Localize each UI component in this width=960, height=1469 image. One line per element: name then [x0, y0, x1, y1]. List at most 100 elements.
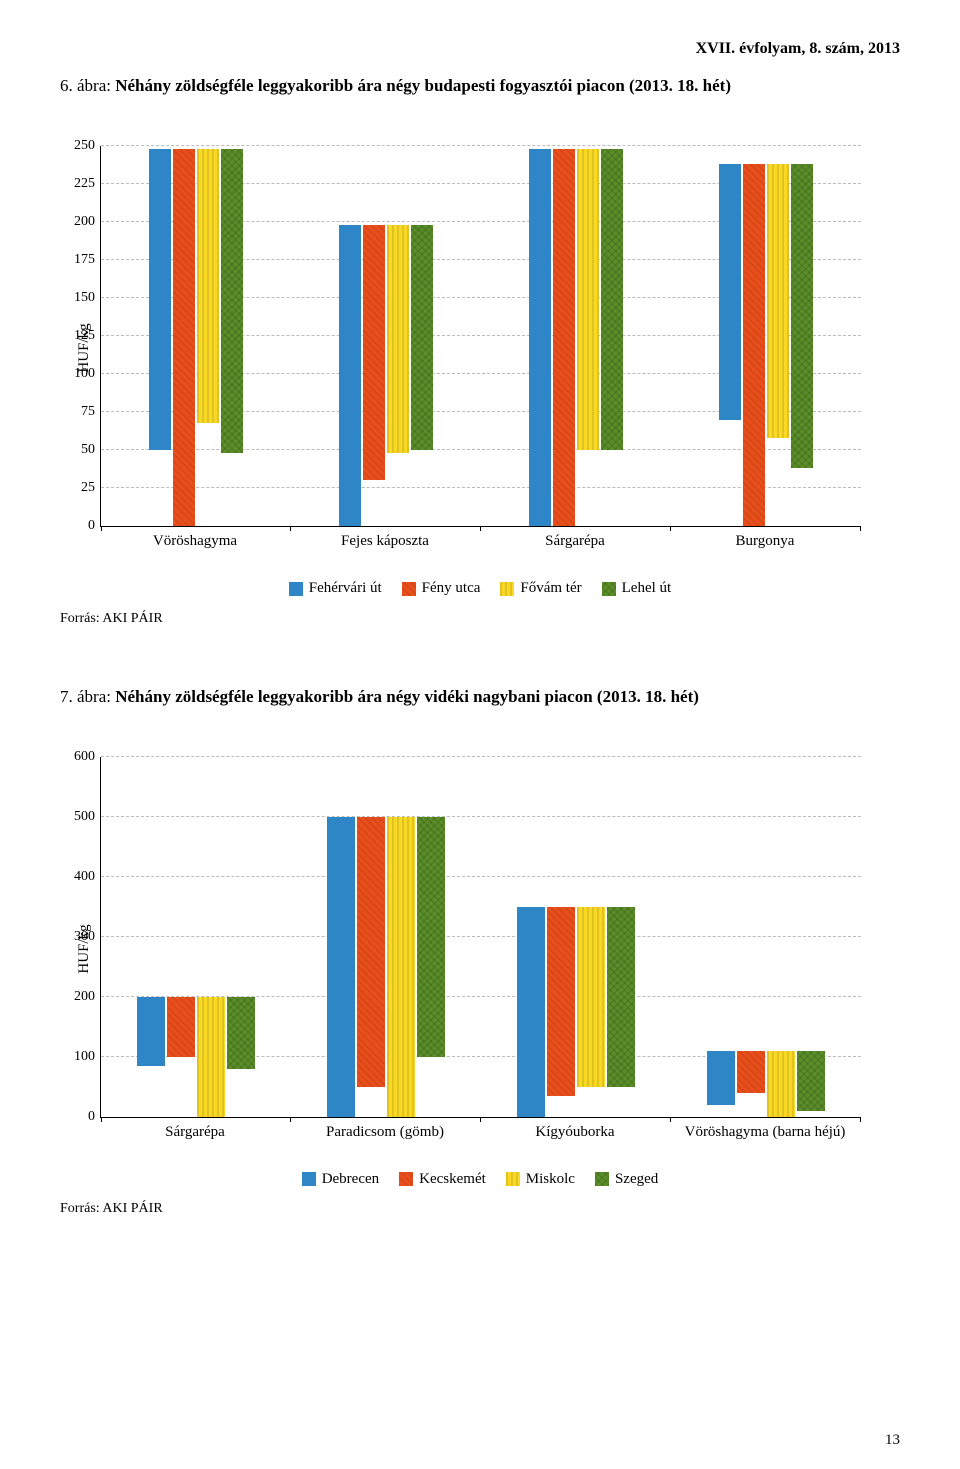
- x-tick-mark: [290, 526, 291, 531]
- figure7-source: Forrás: AKI PÁIR: [60, 1201, 900, 1217]
- page-number: 13: [885, 1432, 900, 1449]
- x-tick-mark: [860, 526, 861, 531]
- gridline: [101, 756, 861, 757]
- legend-swatch: [500, 582, 514, 596]
- bar: [387, 817, 415, 1117]
- ytick-label: 75: [81, 404, 101, 420]
- ytick-label: 0: [88, 518, 101, 534]
- bar-group: [481, 907, 671, 1117]
- bar: [417, 817, 445, 1057]
- x-tick-mark: [480, 526, 481, 531]
- figure7-title-bold: Néhány zöldségféle leggyakoribb ára négy…: [115, 687, 699, 706]
- bar: [719, 164, 741, 419]
- legend-label: Fővám tér: [520, 580, 581, 597]
- legend-label: Szeged: [615, 1171, 658, 1188]
- figure6-chart: HUF/kg 0255075100125150175200225250 Vörö…: [100, 146, 890, 550]
- bar: [577, 149, 599, 450]
- legend-label: Kecskemét: [419, 1171, 486, 1188]
- gridline: [101, 145, 861, 146]
- figure7-title-prefix: 7. ábra:: [60, 687, 115, 706]
- ytick-label: 250: [74, 138, 101, 154]
- gridline: [101, 876, 861, 877]
- ytick-label: 50: [81, 442, 101, 458]
- figure6-source: Forrás: AKI PÁIR: [60, 611, 900, 627]
- bar: [797, 1051, 825, 1111]
- xtick-label: Sárgarépa: [100, 1118, 290, 1141]
- bar-group: [671, 1051, 861, 1117]
- bar: [577, 907, 605, 1087]
- figure6-title: 6. ábra: Néhány zöldségféle leggyakoribb…: [60, 76, 900, 96]
- ytick-label: 100: [74, 1049, 101, 1065]
- ytick-label: 100: [74, 366, 101, 382]
- xtick-label: Burgonya: [670, 527, 860, 550]
- bar: [607, 907, 635, 1087]
- page-header: XVII. évfolyam, 8. szám, 2013: [60, 40, 900, 58]
- figure7-legend: DebrecenKecskemétMiskolcSzeged: [60, 1171, 900, 1192]
- xtick-label: Fejes káposzta: [290, 527, 480, 550]
- x-tick-mark: [101, 1117, 102, 1122]
- figure6-title-bold: Néhány zöldségféle leggyakoribb ára négy…: [115, 76, 731, 95]
- bar: [137, 997, 165, 1066]
- legend-swatch: [402, 582, 416, 596]
- bar: [197, 997, 225, 1117]
- xtick-label: Sárgarépa: [480, 527, 670, 550]
- legend-swatch: [506, 1172, 520, 1186]
- xtick-label: Paradicsom (gömb): [290, 1118, 480, 1141]
- bar: [173, 149, 195, 526]
- ytick-label: 225: [74, 176, 101, 192]
- legend-label: Fény utca: [422, 580, 481, 597]
- legend-item: Debrecen: [302, 1171, 379, 1188]
- ytick-label: 500: [74, 809, 101, 825]
- bar-group: [101, 997, 291, 1117]
- legend-item: Fővám tér: [500, 580, 581, 597]
- figure6-plot-area: 0255075100125150175200225250: [100, 146, 861, 527]
- figure6-legend: Fehérvári út Fény utca Fővám tér Lehel út: [60, 580, 900, 601]
- bar: [197, 149, 219, 423]
- ytick-label: 175: [74, 252, 101, 268]
- x-tick-mark: [670, 526, 671, 531]
- ytick-label: 200: [74, 989, 101, 1005]
- bar: [221, 149, 243, 453]
- ytick-label: 0: [88, 1109, 101, 1125]
- legend-swatch: [399, 1172, 413, 1186]
- figure7-plot-area: 0100200300400500600: [100, 757, 861, 1118]
- ytick-label: 25: [81, 480, 101, 496]
- bar: [357, 817, 385, 1087]
- ytick-label: 125: [74, 328, 101, 344]
- bar: [387, 225, 409, 453]
- bar-group: [291, 817, 481, 1117]
- xtick-label: Vöröshagyma (barna héjú): [670, 1118, 860, 1141]
- x-tick-mark: [670, 1117, 671, 1122]
- figure6-title-prefix: 6. ábra:: [60, 76, 115, 95]
- bar: [791, 164, 813, 468]
- legend-label: Debrecen: [322, 1171, 379, 1188]
- legend-swatch: [302, 1172, 316, 1186]
- bar: [743, 164, 765, 526]
- ytick-label: 600: [74, 749, 101, 765]
- legend-label: Lehel út: [622, 580, 672, 597]
- legend-item: Fehérvári út: [289, 580, 382, 597]
- bar: [149, 149, 171, 450]
- bar: [517, 907, 545, 1117]
- xtick-label: Vöröshagyma: [100, 527, 290, 550]
- bar-group: [101, 149, 291, 526]
- figure7-chart: HUF/kg 0100200300400500600 SárgarépaPara…: [100, 757, 890, 1141]
- ytick-label: 300: [74, 929, 101, 945]
- bar-group: [671, 164, 861, 526]
- bar: [553, 149, 575, 526]
- x-tick-mark: [290, 1117, 291, 1122]
- bar: [327, 817, 355, 1117]
- bar: [227, 997, 255, 1069]
- bar-group: [481, 149, 671, 526]
- bar: [767, 1051, 795, 1117]
- bar: [707, 1051, 735, 1105]
- bar: [601, 149, 623, 450]
- bar: [767, 164, 789, 438]
- bar: [529, 149, 551, 526]
- legend-swatch: [289, 582, 303, 596]
- xtick-label: Kígyóuborka: [480, 1118, 670, 1141]
- document-page: XVII. évfolyam, 8. szám, 2013 6. ábra: N…: [0, 0, 960, 1469]
- bar: [737, 1051, 765, 1093]
- ytick-label: 400: [74, 869, 101, 885]
- gridline: [101, 816, 861, 817]
